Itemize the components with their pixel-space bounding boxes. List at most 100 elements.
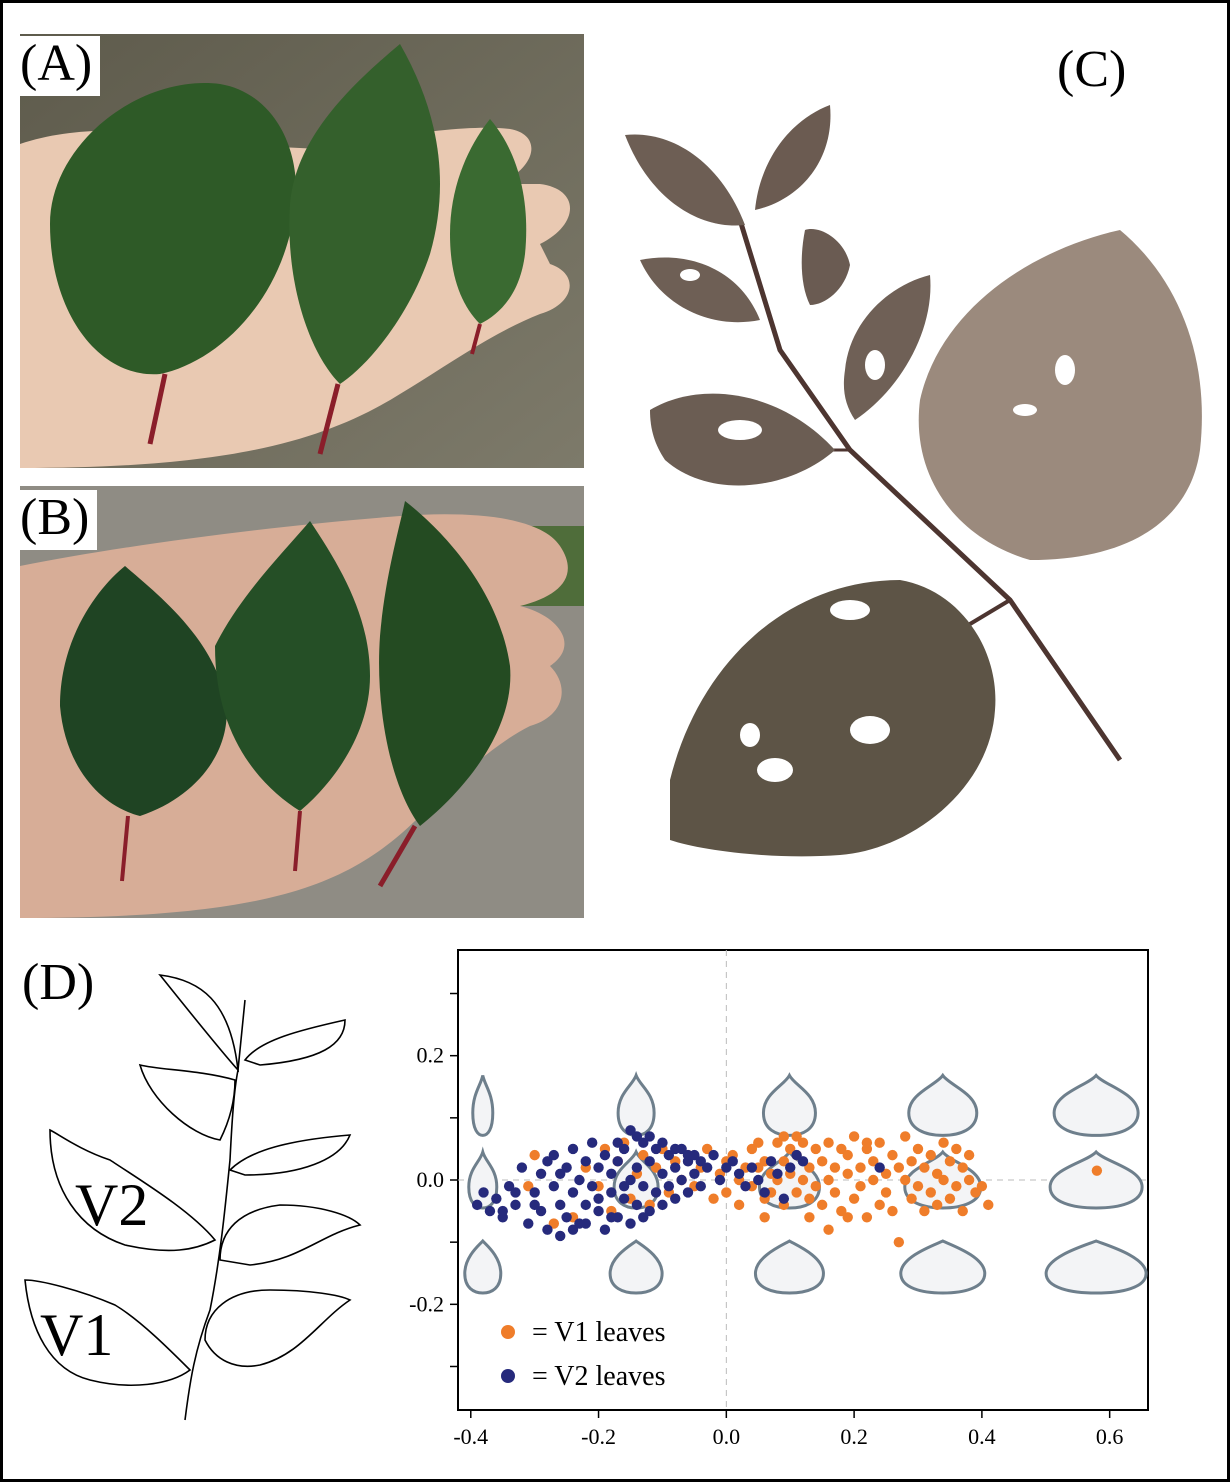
point-v2 xyxy=(631,1199,643,1211)
branch-line-drawing: V2 V1 xyxy=(24,973,362,1421)
point-v1 xyxy=(523,1181,534,1192)
legend-v2-marker xyxy=(501,1369,515,1383)
point-v2 xyxy=(682,1149,694,1161)
point-v2 xyxy=(574,1174,585,1186)
point-v1 xyxy=(791,1187,802,1198)
point-v2 xyxy=(523,1218,534,1229)
point-v2 xyxy=(567,1224,579,1235)
photo-panel-a xyxy=(20,34,584,468)
point-v1 xyxy=(708,1193,719,1204)
leaf-v1-outline xyxy=(24,1279,192,1386)
x-tick-label: -0.2 xyxy=(581,1424,616,1449)
point-v2 xyxy=(580,1218,591,1229)
point-v2 xyxy=(618,1181,630,1192)
point-v2 xyxy=(785,1162,796,1173)
point-v1 xyxy=(957,1205,968,1217)
point-v1 xyxy=(778,1131,790,1142)
point-v1 xyxy=(919,1205,930,1217)
point-v1 xyxy=(880,1168,892,1179)
legend-v1-marker xyxy=(501,1325,515,1339)
point-v2 xyxy=(580,1156,591,1167)
point-v1 xyxy=(804,1212,815,1223)
point-v2 xyxy=(478,1187,489,1198)
point-v1 xyxy=(848,1131,860,1142)
data-points xyxy=(471,1125,1103,1248)
point-v2 xyxy=(510,1187,521,1198)
point-v1 xyxy=(701,1143,713,1155)
point-v2 xyxy=(695,1156,706,1167)
point-v2 xyxy=(593,1193,604,1204)
point-v1 xyxy=(893,1162,905,1173)
point-v2 xyxy=(663,1181,675,1192)
point-v1 xyxy=(900,1174,911,1186)
point-v2 xyxy=(663,1149,675,1161)
leaf-shape-outline xyxy=(467,1146,499,1210)
point-v1 xyxy=(529,1149,540,1161)
legend-v2-text: = V2 leaves xyxy=(532,1361,665,1392)
point-v2 xyxy=(484,1205,496,1217)
point-v2 xyxy=(548,1149,560,1161)
point-v1 xyxy=(823,1174,834,1186)
point-v2 xyxy=(682,1187,694,1198)
point-v1 xyxy=(925,1149,936,1161)
point-v1 xyxy=(836,1143,847,1155)
point-v2 xyxy=(759,1187,770,1198)
point-v2 xyxy=(555,1199,566,1211)
point-v2 xyxy=(497,1205,508,1217)
point-v1 xyxy=(810,1181,821,1192)
point-v1 xyxy=(931,1199,943,1211)
point-v1 xyxy=(957,1162,968,1173)
x-tick-label: -0.4 xyxy=(453,1424,488,1449)
point-v1 xyxy=(887,1205,898,1217)
point-v1 xyxy=(842,1168,853,1179)
point-v1 xyxy=(906,1156,917,1167)
legend: = V1 leaves = V2 leaves xyxy=(501,1317,665,1392)
point-v2 xyxy=(471,1199,483,1211)
point-v2 xyxy=(535,1205,547,1217)
point-v1 xyxy=(970,1187,981,1198)
point-v1 xyxy=(868,1156,879,1167)
point-v2 xyxy=(740,1181,751,1192)
point-v1 xyxy=(548,1218,560,1229)
point-v2 xyxy=(727,1156,738,1167)
shape-outlines xyxy=(463,1070,1148,1295)
leaf-shape-outline xyxy=(1048,1149,1144,1210)
point-v1 xyxy=(842,1212,853,1223)
point-v2 xyxy=(529,1199,540,1211)
point-v2 xyxy=(593,1205,604,1217)
point-v1 xyxy=(944,1193,956,1204)
point-v1 xyxy=(816,1199,828,1211)
point-v1 xyxy=(931,1168,943,1179)
point-v2 xyxy=(510,1199,521,1211)
point-v2 xyxy=(791,1149,802,1161)
point-v2 xyxy=(701,1162,713,1173)
point-v2 xyxy=(721,1162,732,1173)
point-v1 xyxy=(893,1236,905,1248)
point-v2 xyxy=(618,1193,630,1204)
x-axis: -0.4 -0.2 0.0 0.2 0.4 0.6 xyxy=(453,1410,1123,1449)
point-v2 xyxy=(606,1187,617,1198)
point-v1 xyxy=(785,1143,796,1155)
leaf-shape-outline xyxy=(463,1238,503,1295)
panel-label-c: (C) xyxy=(1057,41,1127,98)
point-v2 xyxy=(644,1205,655,1217)
point-v2 xyxy=(714,1174,726,1186)
point-v2 xyxy=(689,1168,700,1179)
point-v2 xyxy=(753,1174,764,1186)
point-v1 xyxy=(823,1224,834,1235)
point-v1 xyxy=(900,1131,911,1142)
point-v2 xyxy=(542,1224,553,1235)
leaf-shape-outline xyxy=(608,1239,664,1295)
point-v2 xyxy=(638,1137,649,1148)
point-v2 xyxy=(657,1168,668,1179)
point-v2 xyxy=(631,1131,643,1142)
point-v2 xyxy=(638,1181,649,1192)
point-v2 xyxy=(606,1212,617,1223)
point-v2 xyxy=(778,1193,790,1204)
point-v1 xyxy=(753,1137,764,1148)
x-tick-label: 0.6 xyxy=(1096,1424,1124,1449)
point-v1 xyxy=(1091,1165,1103,1176)
leaf-shape-outline xyxy=(1052,1073,1140,1137)
point-v2 xyxy=(612,1156,623,1167)
